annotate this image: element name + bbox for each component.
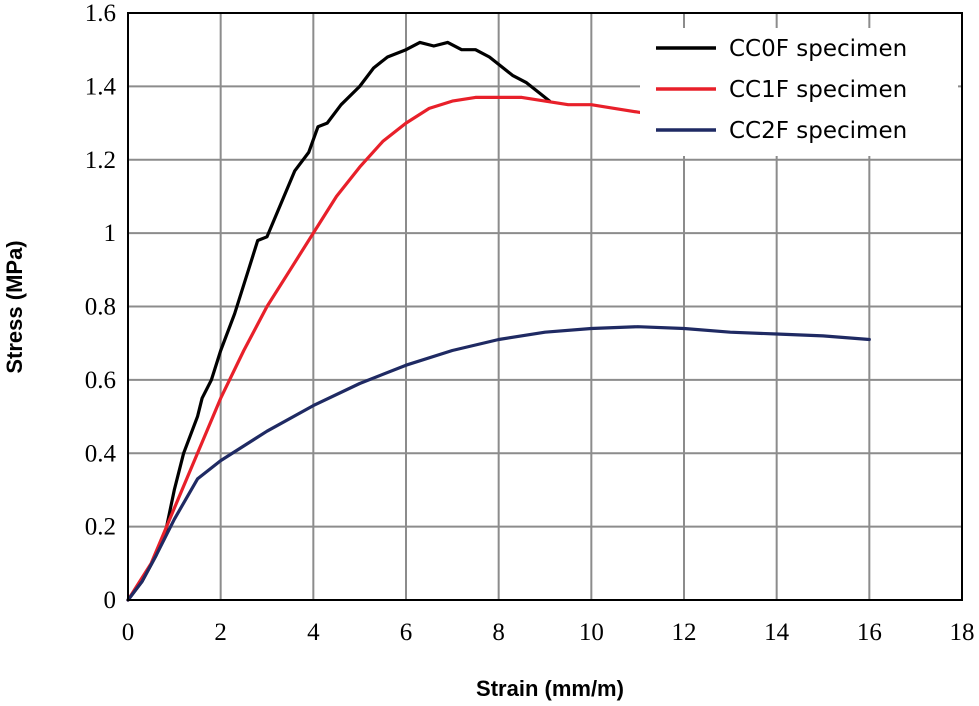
legend: CC0F specimen CC1F specimen CC2F specimen [640,28,958,156]
y-tick-label: 0.8 [85,294,116,321]
x-tick-label: 10 [579,619,604,646]
series-line-1 [126,40,552,602]
y-tick-label: 1.4 [85,73,117,100]
series-layer [126,40,871,602]
plot-frame [127,12,963,601]
y-axis-title: Stress (MPa) [2,240,27,373]
y-tick-label: 0.6 [85,367,116,394]
legend-label-2: CC1F specimen [729,77,907,103]
x-tick-label: 6 [400,619,413,646]
y-tick-label: 1.6 [85,0,116,27]
x-tick-label: 2 [214,619,227,646]
x-tick-label: 14 [764,619,790,646]
series-line-3 [126,325,871,602]
x-tick-label: 0 [122,619,135,646]
y-tick-label: 1 [104,220,117,247]
y-tick-label: 1.2 [85,147,116,174]
x-tick-label: 16 [857,619,882,646]
x-tick-label: 12 [672,619,697,646]
x-tick-label: 4 [307,619,320,646]
x-axis-title: Strain (mm/m) [476,676,624,701]
y-tick-label: 0.4 [85,440,117,467]
y-tick-label: 0 [104,587,117,614]
series-line-2 [126,95,663,602]
tick-labels: 0 2 4 6 8 10 12 14 16 18 0 0.2 0.4 0.6 0.8 1 1.2 1.4 1.6 [85,0,975,646]
x-tick-label: 18 [950,619,975,646]
legend-label-1: CC0F specimen [729,36,907,62]
legend-label-3: CC2F specimen [729,118,907,144]
x-tick-label: 8 [492,619,505,646]
y-tick-label: 0.2 [85,514,116,541]
